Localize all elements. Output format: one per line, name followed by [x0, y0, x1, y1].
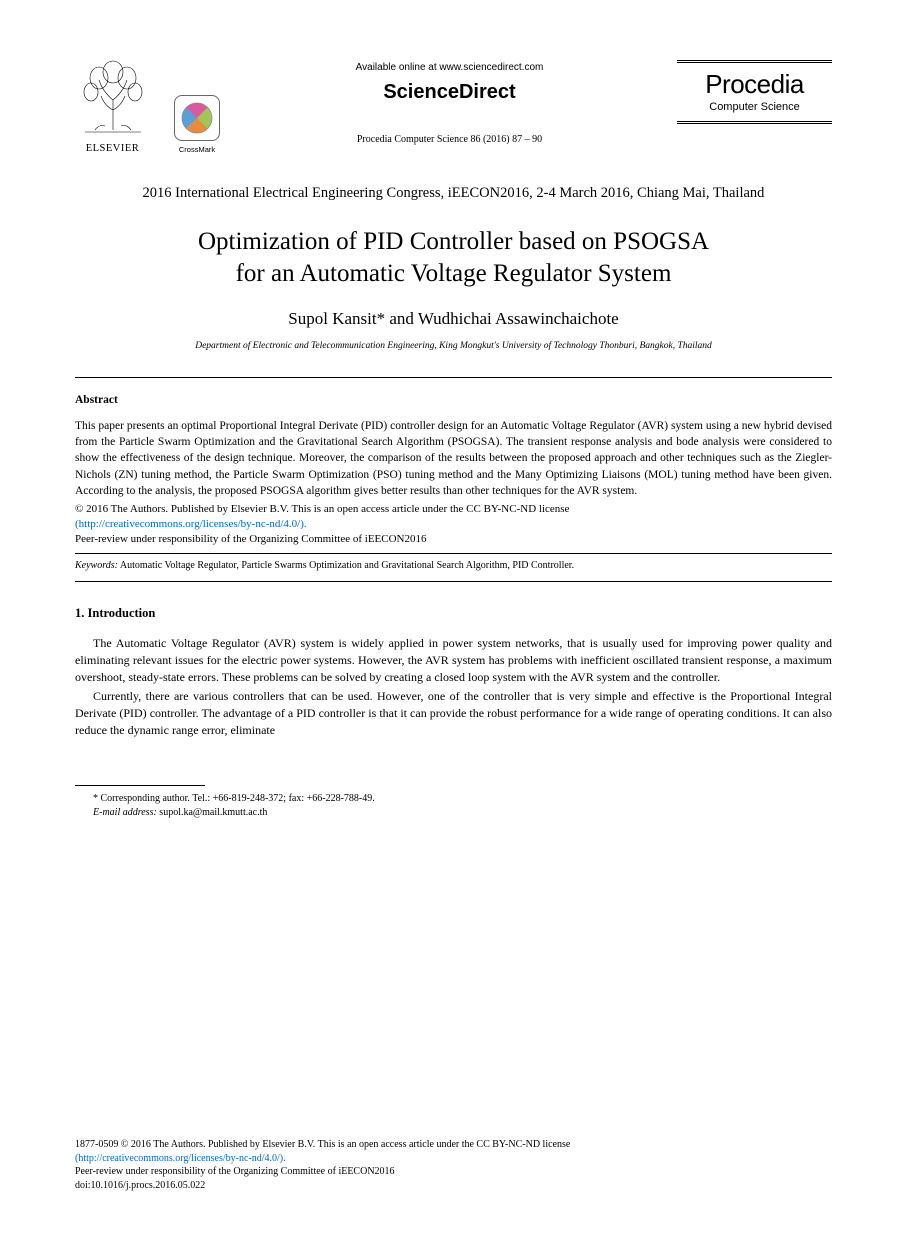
abstract-heading: Abstract — [75, 394, 832, 406]
footer-doi: doi:10.1016/j.procs.2016.05.022 — [75, 1180, 205, 1191]
corresponding-author: * Corresponding author. Tel.: +66-819-24… — [93, 792, 832, 806]
conference-info: 2016 International Electrical Engineerin… — [75, 184, 832, 204]
footer-issn-line: 1877-0509 © 2016 The Authors. Published … — [75, 1139, 570, 1150]
copyright-block: © 2016 The Authors. Published by Elsevie… — [75, 502, 832, 547]
title-line-1: Optimization of PID Controller based on … — [198, 228, 709, 255]
crossmark-circle-icon — [181, 102, 213, 134]
elsevier-tree-icon — [79, 60, 147, 135]
procedia-subtitle: Computer Science — [683, 101, 826, 113]
footnote-email-line: E-mail address: supol.ka@mail.kmutt.ac.t… — [93, 806, 832, 820]
left-logo-group: ELSEVIER — [75, 60, 222, 154]
keywords-label: Keywords: — [75, 560, 118, 571]
copyright-line1: © 2016 The Authors. Published by Elsevie… — [75, 503, 569, 515]
peer-review-line: Peer-review under responsibility of the … — [75, 533, 427, 545]
sciencedirect-logo-text: ScienceDirect — [222, 81, 677, 104]
procedia-logo-box: Procedia Computer Science — [677, 60, 832, 124]
authors-line: Supol Kansit* and Wudhichai Assawinchaic… — [75, 309, 832, 329]
crossmark-icon — [174, 95, 220, 141]
intro-para-2: Currently, there are various controllers… — [75, 688, 832, 739]
elsevier-logo: ELSEVIER — [75, 60, 150, 154]
footer-license-link[interactable]: (http://creativecommons.org/licenses/by-… — [75, 1153, 286, 1164]
email-label: E-mail address: — [93, 807, 157, 818]
elsevier-label: ELSEVIER — [75, 143, 150, 154]
footnote-block: * Corresponding author. Tel.: +66-819-24… — [75, 792, 832, 820]
crossmark-badge[interactable]: CrossMark — [172, 95, 222, 154]
affiliation-line: Department of Electronic and Telecommuni… — [75, 341, 832, 351]
keywords-line: Keywords: Automatic Voltage Regulator, P… — [75, 560, 832, 571]
divider-bottom — [75, 581, 832, 582]
header-center: Available online at www.sciencedirect.co… — [222, 60, 677, 145]
procedia-title: Procedia — [683, 71, 826, 97]
header-row: ELSEVIER — [75, 60, 832, 154]
keywords-text: Automatic Voltage Regulator, Particle Sw… — [118, 560, 574, 571]
crossmark-label: CrossMark — [172, 145, 222, 154]
divider-top — [75, 377, 832, 378]
available-online-text: Available online at www.sciencedirect.co… — [222, 62, 677, 73]
paper-page: ELSEVIER — [0, 0, 907, 1238]
footnote-separator — [75, 785, 205, 786]
abstract-body: This paper presents an optimal Proportio… — [75, 418, 832, 500]
page-footer: 1877-0509 © 2016 The Authors. Published … — [75, 1138, 832, 1192]
section-1-heading: 1. Introduction — [75, 606, 832, 621]
intro-para-1: The Automatic Voltage Regulator (AVR) sy… — [75, 635, 832, 686]
divider-mid — [75, 553, 832, 554]
paper-title: Optimization of PID Controller based on … — [75, 226, 832, 291]
email-value: supol.ka@mail.kmutt.ac.th — [157, 807, 268, 818]
license-link[interactable]: (http://creativecommons.org/licenses/by-… — [75, 518, 307, 530]
journal-citation: Procedia Computer Science 86 (2016) 87 –… — [222, 134, 677, 145]
footer-peer-review: Peer-review under responsibility of the … — [75, 1166, 395, 1177]
title-line-2: for an Automatic Voltage Regulator Syste… — [236, 260, 672, 287]
